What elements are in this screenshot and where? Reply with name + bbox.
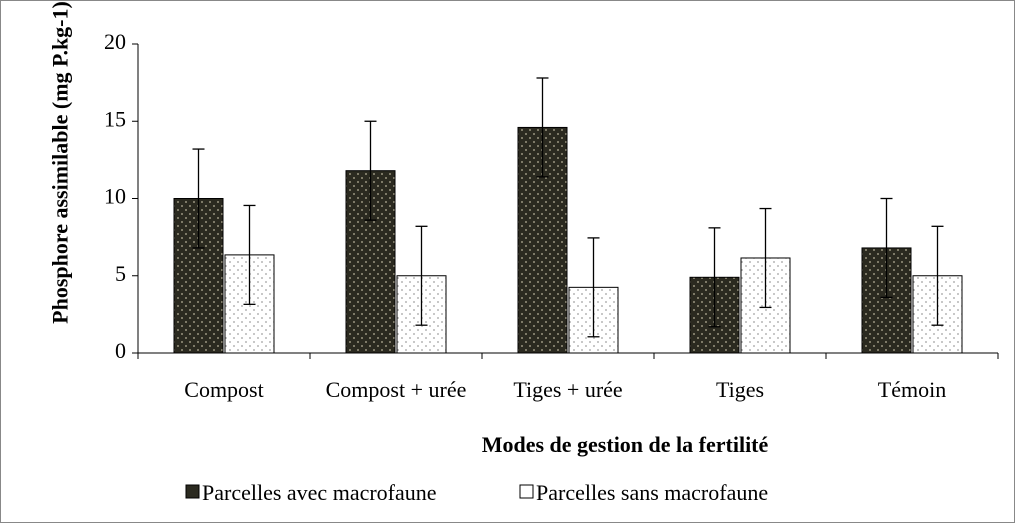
error-bar	[243, 204, 256, 305]
error-bar	[708, 227, 721, 328]
error-bar	[880, 197, 893, 299]
legend-marker	[185, 484, 200, 499]
legend-label: Parcelles avec macrofaune	[202, 480, 437, 505]
x-tick-label: Tiges	[715, 377, 765, 402]
y-tick-label: 5	[115, 261, 126, 286]
error-bar	[364, 120, 377, 221]
error-bar	[931, 225, 944, 326]
x-tick-label: Compost + urée	[325, 377, 467, 402]
legend-label: Parcelles sans macrofaune	[536, 480, 769, 505]
x-tick-label: Compost	[184, 377, 264, 402]
error-bar	[587, 237, 600, 338]
y-axis-title: Phosphore assimilable (mg P.kg-1)	[47, 1, 73, 324]
y-tick-label: 10	[104, 184, 126, 209]
error-bar	[759, 207, 772, 309]
error-bar	[192, 148, 205, 249]
error-bar	[415, 225, 428, 326]
y-tick-label: 15	[104, 106, 126, 131]
legend-marker	[519, 484, 534, 499]
y-tick-label: 20	[104, 29, 126, 54]
y-tick-label: 0	[115, 338, 126, 363]
error-bar	[536, 77, 549, 178]
x-tick-label: Tiges + urée	[513, 377, 623, 402]
x-axis-title: Modes de gestion de la fertilité	[481, 432, 769, 457]
x-tick-label: Témoin	[877, 377, 947, 402]
